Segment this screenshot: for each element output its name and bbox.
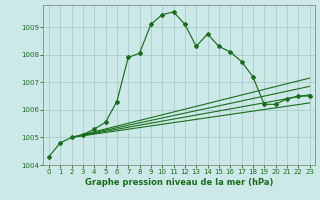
X-axis label: Graphe pression niveau de la mer (hPa): Graphe pression niveau de la mer (hPa) xyxy=(85,178,273,187)
